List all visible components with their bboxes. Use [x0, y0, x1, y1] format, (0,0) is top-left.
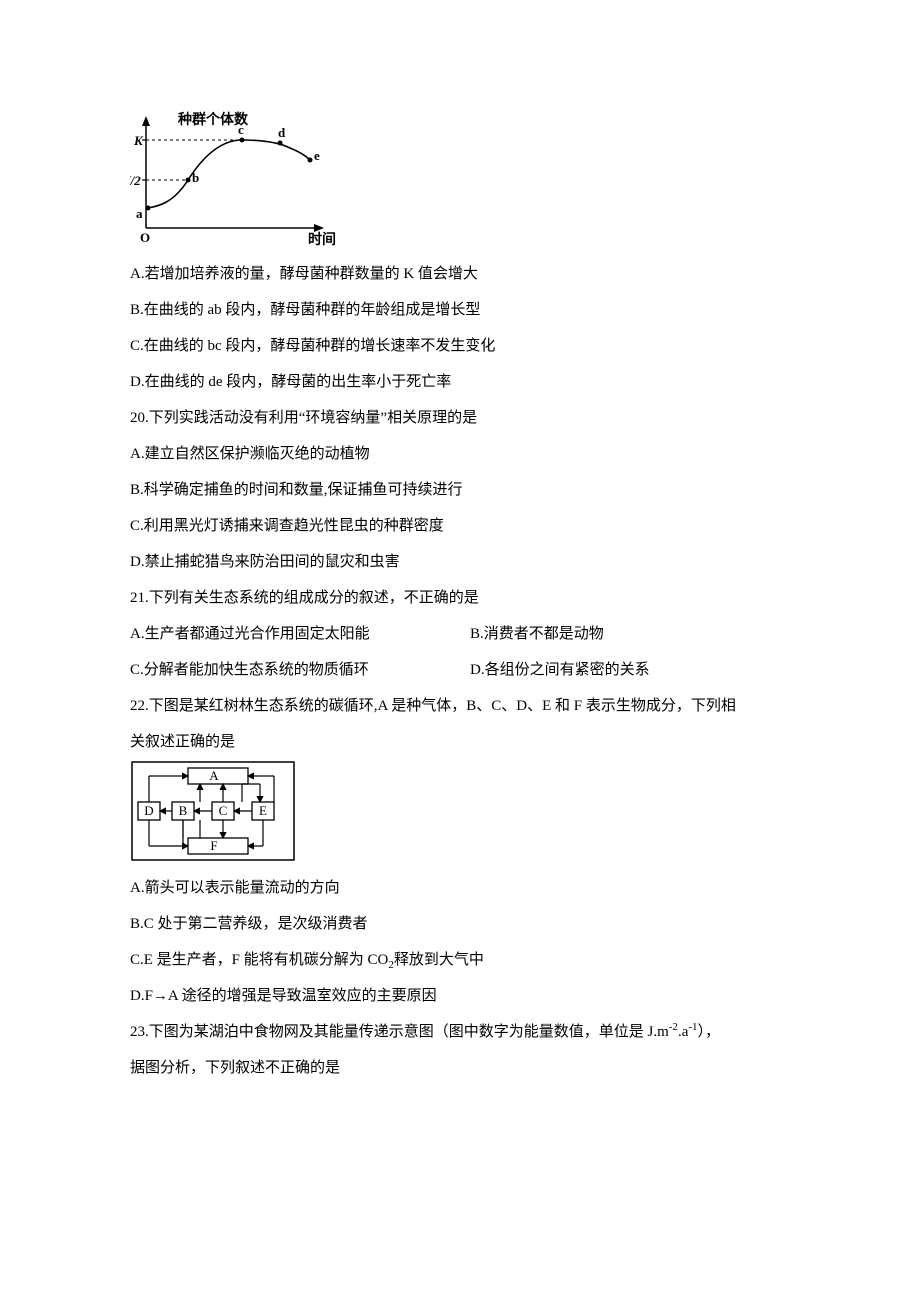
q21-row-ab: A.生产者都通过光合作用固定太阳能 B.消费者不都是动物 — [130, 616, 790, 652]
svg-text:D: D — [144, 803, 153, 818]
q22-c-pre: C.E 是生产者，F 能将有机碳分解为 CO — [130, 952, 388, 968]
q20-option-a: A.建立自然区保护濒临灭绝的动植物 — [130, 436, 790, 472]
q21-stem: 21.下列有关生态系统的组成成分的叙述，不正确的是 — [130, 580, 790, 616]
svg-text:时间: 时间 — [308, 231, 336, 248]
q23-pre: 23.下图为某湖泊中食物网及其能量传递示意图（图中数字为能量数值，单位是 J.m — [130, 1024, 669, 1040]
q21-option-a: A.生产者都通过光合作用固定太阳能 — [130, 616, 470, 652]
figure-q19: K K/2 a b c d e 种群个体数 O 时间 — [130, 110, 790, 250]
q23-stem-line2: 据图分析，下列叙述不正确的是 — [130, 1050, 790, 1086]
q19-option-b: B.在曲线的 ab 段内，酵母菌种群的年龄组成是增长型 — [130, 292, 790, 328]
q21-option-c: C.分解者能加快生态系统的物质循环 — [130, 652, 470, 688]
q22-stem-line1: 22.下图是某红树林生态系统的碳循环,A 是种气体，B、C、D、E 和 F 表示… — [130, 688, 790, 724]
q22-c-post: 释放到大气中 — [394, 952, 484, 968]
q19-option-d: D.在曲线的 de 段内，酵母菌的出生率小于死亡率 — [130, 364, 790, 400]
q23-mid: .a — [678, 1024, 688, 1040]
q22-option-d: D.F→A 途径的增强是导致温室效应的主要原因 — [130, 978, 790, 1014]
svg-text:E: E — [259, 803, 267, 818]
svg-text:K/2: K/2 — [130, 173, 141, 188]
svg-text:K: K — [133, 133, 144, 148]
svg-text:d: d — [278, 125, 286, 140]
svg-text:B: B — [179, 803, 188, 818]
figure-q22: A D B C E F — [130, 760, 790, 864]
q22-stem-line2: 关叙述正确的是 — [130, 724, 790, 760]
q21-row-cd: C.分解者能加快生态系统的物质循环 D.各组份之间有紧密的关系 — [130, 652, 790, 688]
q23-sup2: -1 — [688, 1021, 697, 1033]
svg-text:种群个体数: 种群个体数 — [177, 111, 249, 128]
q23-post: ）， — [698, 1024, 721, 1040]
svg-text:b: b — [192, 170, 199, 185]
q22-option-c: C.E 是生产者，F 能将有机碳分解为 CO2释放到大气中 — [130, 942, 790, 978]
q20-option-c: C.利用黑光灯诱捕来调查趋光性昆虫的种群密度 — [130, 508, 790, 544]
svg-text:C: C — [219, 803, 228, 818]
q23-sup1: -2 — [669, 1021, 678, 1033]
svg-text:e: e — [314, 148, 320, 163]
q22-option-a: A.箭头可以表示能量流动的方向 — [130, 870, 790, 906]
svg-text:a: a — [136, 206, 143, 221]
q22-option-b: B.C 处于第二营养级，是次级消费者 — [130, 906, 790, 942]
svg-text:O: O — [140, 230, 150, 245]
svg-text:A: A — [209, 768, 219, 783]
q19-option-c: C.在曲线的 bc 段内，酵母菌种群的增长速率不发生变化 — [130, 328, 790, 364]
q20-option-b: B.科学确定捕鱼的时间和数量,保证捕鱼可持续进行 — [130, 472, 790, 508]
q23-stem-line1: 23.下图为某湖泊中食物网及其能量传递示意图（图中数字为能量数值，单位是 J.m… — [130, 1014, 790, 1050]
q20-stem: 20.下列实践活动没有利用“环境容纳量”相关原理的是 — [130, 400, 790, 436]
q21-option-d: D.各组份之间有紧密的关系 — [470, 652, 790, 688]
q21-option-b: B.消费者不都是动物 — [470, 616, 790, 652]
svg-text:F: F — [210, 838, 217, 853]
q19-option-a: A.若增加培养液的量，酵母菌种群数量的 K 值会增大 — [130, 256, 790, 292]
q20-option-d: D.禁止捕蛇猎鸟来防治田间的鼠灾和虫害 — [130, 544, 790, 580]
